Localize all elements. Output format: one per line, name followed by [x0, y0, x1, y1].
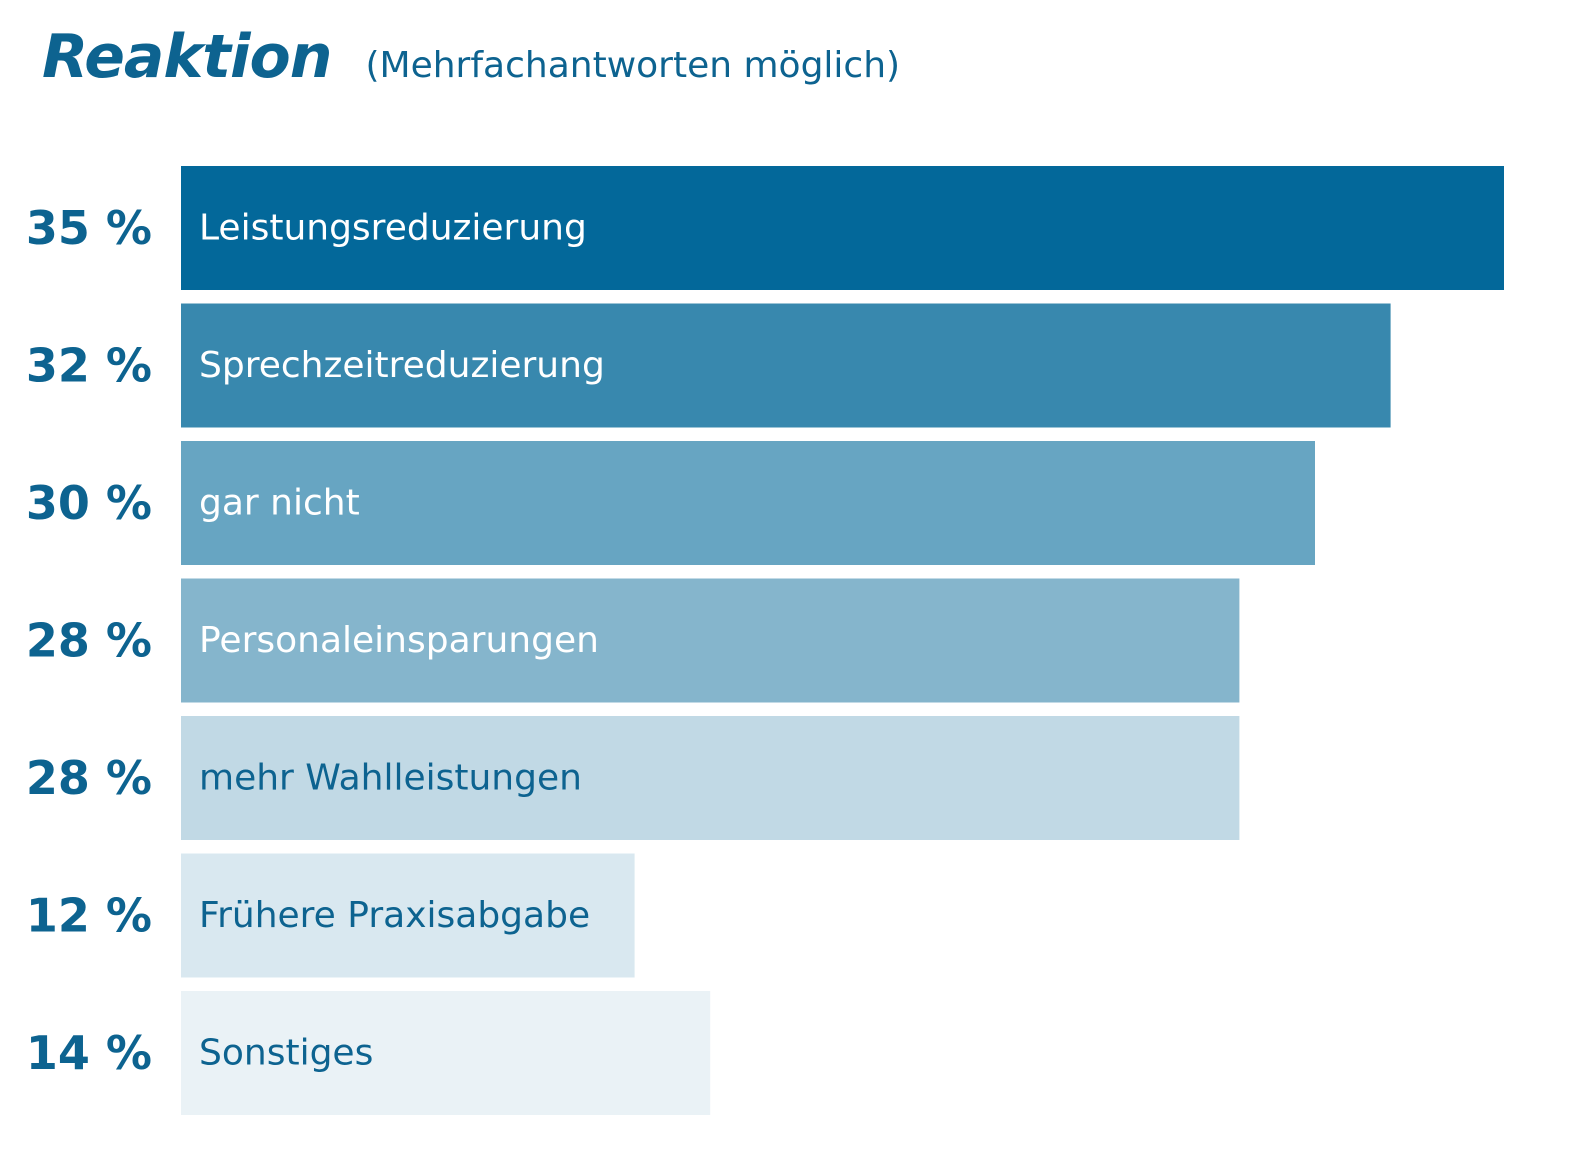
bar-label-3: Personaleinsparungen — [199, 620, 599, 661]
bar-6 — [181, 991, 711, 1115]
value-label-0: 35 % — [26, 201, 152, 255]
bar-1 — [181, 303, 1391, 428]
bar-label-1: Sprechzeitreduzierung — [199, 345, 605, 386]
value-label-1: 32 % — [26, 339, 152, 393]
bar-label-6: Sonstiges — [199, 1033, 373, 1074]
bar-label-4: mehr Wahlleistungen — [199, 758, 582, 799]
chart-subtitle: (Mehrfachantworten möglich) — [365, 45, 901, 86]
bar-label-5: Frühere Praxisabgabe — [199, 895, 590, 936]
chart-header: Reaktion (Mehrfachantworten möglich) — [42, 22, 900, 92]
chart-title: Reaktion — [42, 22, 332, 92]
value-label-2: 30 % — [26, 476, 152, 530]
bar-0 — [181, 166, 1504, 290]
bar-label-0: Leistungsreduzierung — [199, 208, 587, 249]
bar-4 — [181, 716, 1240, 840]
bar-3 — [181, 578, 1240, 703]
value-label-4: 28 % — [26, 751, 152, 805]
value-label-5: 12 % — [26, 889, 152, 943]
bar-label-2: gar nicht — [199, 483, 360, 524]
value-label-3: 28 % — [26, 614, 152, 668]
bar-5 — [181, 853, 635, 978]
value-label-6: 14 % — [26, 1026, 152, 1080]
bar-2 — [181, 441, 1315, 565]
